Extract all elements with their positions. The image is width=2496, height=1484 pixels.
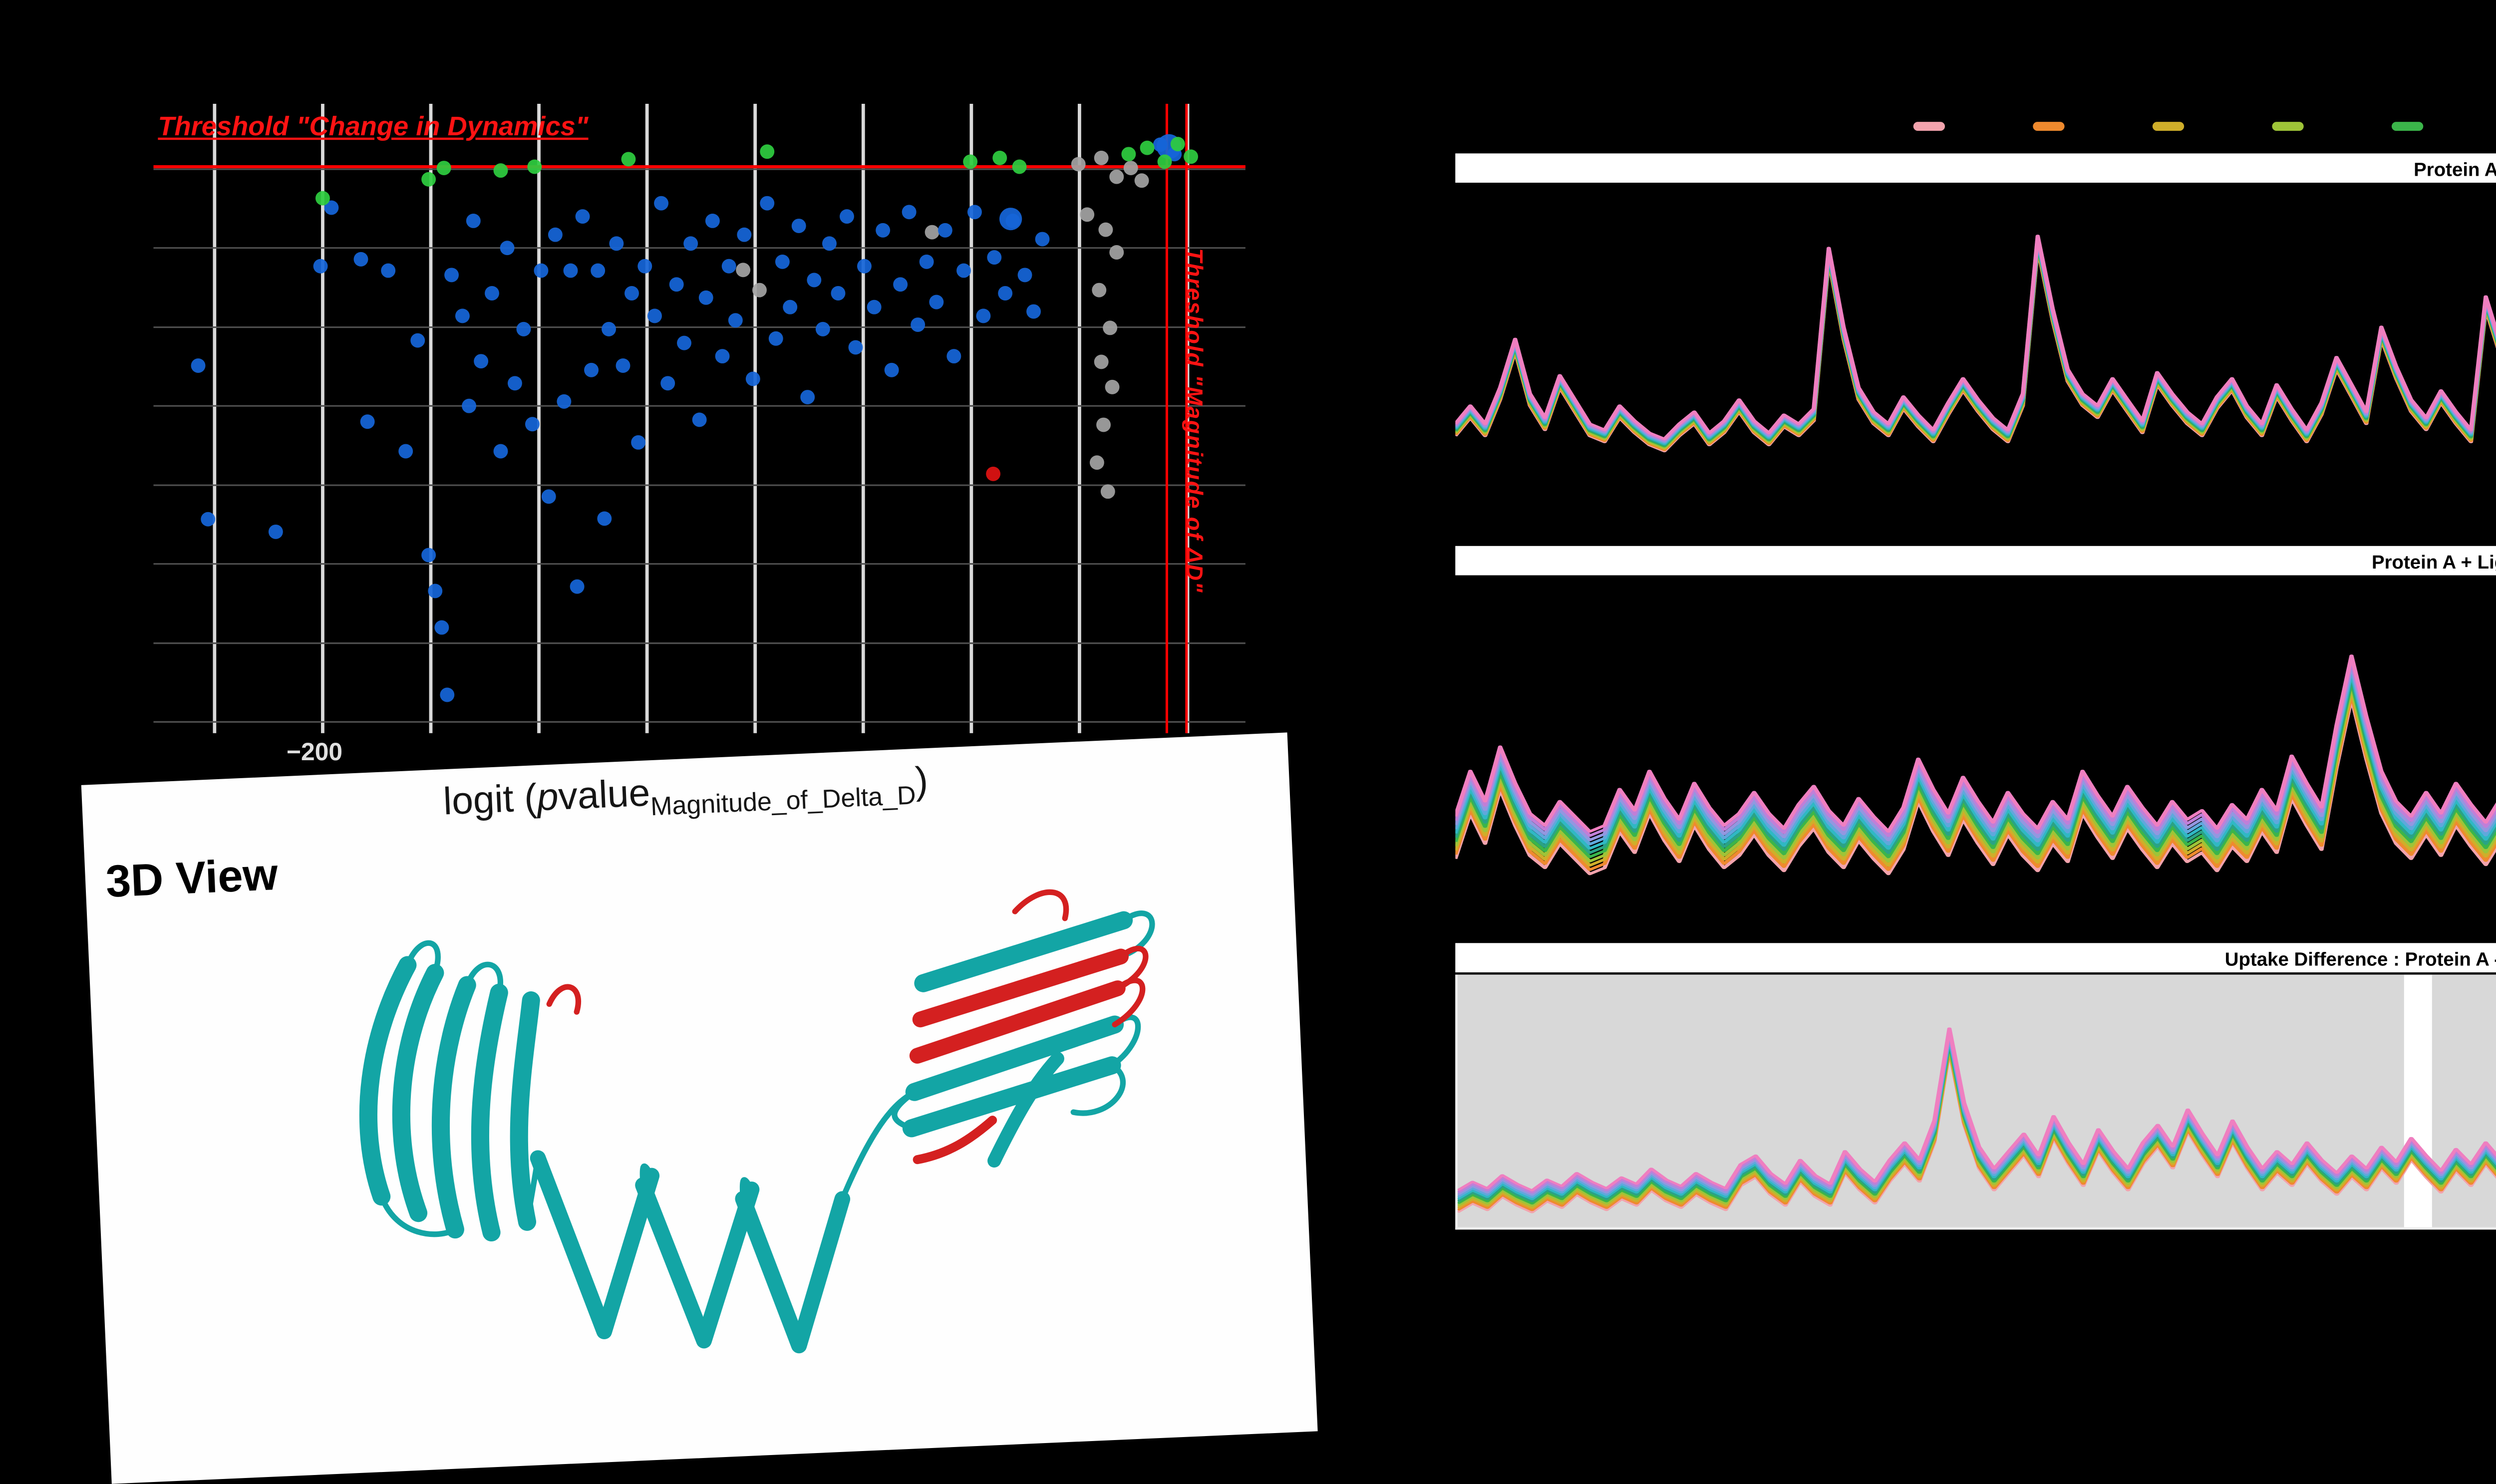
xlabel-subscript: Magnitude_of_Delta_D: [650, 783, 917, 822]
uptake-chart-protein-a[interactable]: [1455, 183, 2496, 533]
legend-swatch[interactable]: [2272, 122, 2304, 130]
chart-title-protein-a-ligand: Protein A + Ligand: [1455, 546, 2496, 576]
3d-view-title: 3D View: [104, 851, 279, 908]
volcano-x-axis-label: logit (pvalueMagnitude_of_Delta_D): [442, 760, 929, 831]
protein-ribbon-red-highlight: [546, 889, 1149, 1165]
xlabel-value: value: [557, 771, 651, 819]
chart-title-protein-a: Protein A: [1455, 153, 2496, 183]
legend-swatch[interactable]: [1913, 122, 1945, 130]
volcano-scatter-canvas[interactable]: [153, 103, 1246, 733]
timepoint-legend: [1913, 122, 2496, 130]
uptake-difference-chart-canvas[interactable]: [1457, 974, 2496, 1227]
app-root: Threshold "Change in Dynamics" Threshold…: [81, 103, 2496, 1484]
legend-swatch[interactable]: [2391, 122, 2424, 130]
xlabel-pre: logit (: [442, 776, 538, 824]
protein-ribbon-teal: [359, 910, 1155, 1354]
x-axis-tick-label: −200: [287, 740, 343, 767]
protein-structure-3d-view[interactable]: [188, 861, 1271, 1437]
uptake-chart-protein-a-ligand-canvas[interactable]: [1455, 576, 2496, 925]
uptake-chart-protein-a-canvas[interactable]: [1455, 183, 2496, 533]
xlabel-post: ): [914, 759, 929, 803]
volcano-plot-panel[interactable]: Threshold "Change in Dynamics" Threshold…: [153, 103, 1246, 733]
chart-title-uptake-difference: Uptake Difference : Protein A - (Protein…: [1455, 943, 2496, 973]
xlabel-italic-p: p: [536, 775, 560, 820]
3d-view-panel: logit (pvalueMagnitude_of_Delta_D) 3D Vi…: [81, 732, 1318, 1484]
legend-swatch[interactable]: [2033, 122, 2065, 130]
uptake-difference-chart[interactable]: [1455, 974, 2496, 1230]
legend-swatch[interactable]: [2152, 122, 2184, 130]
uptake-chart-protein-a-ligand[interactable]: [1455, 575, 2496, 925]
threshold-magnitude-label: Threshold "Magnitude of ΔD": [1180, 248, 1205, 594]
threshold-dynamics-label: Threshold "Change in Dynamics": [158, 110, 589, 142]
